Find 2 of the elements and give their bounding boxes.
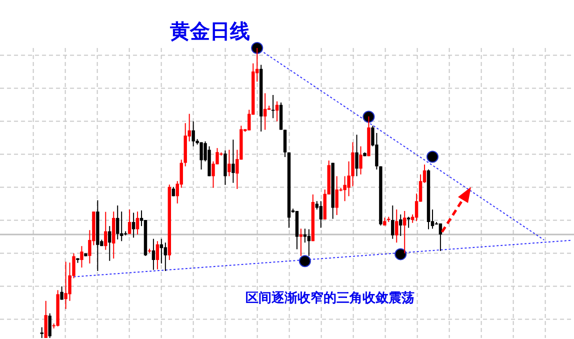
annotation: 区间逐渐收窄的三角收敛震荡 <box>246 291 414 306</box>
title: 黄金日线 <box>170 19 250 43</box>
